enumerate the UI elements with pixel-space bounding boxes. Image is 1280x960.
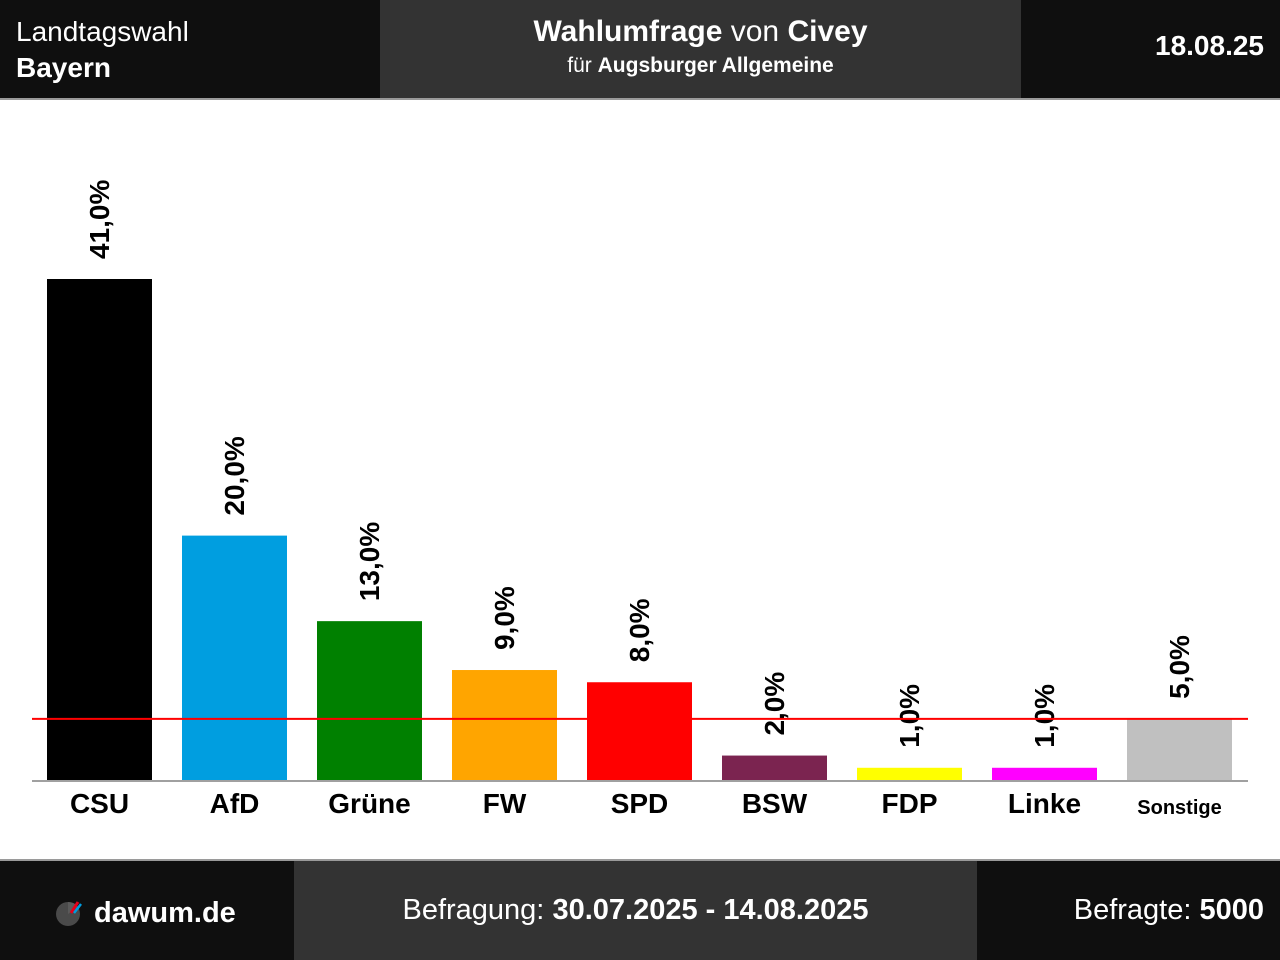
value-label-3: 9,0% xyxy=(489,586,520,650)
value-label-8: 5,0% xyxy=(1164,635,1195,699)
brand-area: dawum.de xyxy=(54,897,236,929)
header-divider xyxy=(0,98,1280,100)
bar-4 xyxy=(587,682,692,780)
election-type: Landtagswahl xyxy=(16,16,189,47)
value-label-7: 1,0% xyxy=(1029,684,1060,748)
category-label-4: SPD xyxy=(611,788,669,819)
category-label-1: AfD xyxy=(210,788,260,819)
election-region: Bayern xyxy=(16,52,111,83)
publication-date: 18.08.25 xyxy=(1155,30,1264,61)
survey-period-info: Befragung: 30.07.2025 - 14.08.2025 xyxy=(294,861,977,960)
institute-name: Civey xyxy=(787,15,868,48)
bar-chart: 41,0% CSU 20,0% AfD 13,0% Grüne 9,0% FW 8,0% SPD 2… xyxy=(0,100,1280,860)
poll-word: Wahlumfrage xyxy=(533,15,723,48)
bar-0 xyxy=(47,279,152,780)
footer-divider xyxy=(0,859,1280,861)
dawum-logo-icon xyxy=(56,901,82,926)
respondents-label: Befragte: xyxy=(1073,894,1192,926)
value-label-2: 13,0% xyxy=(354,522,385,601)
value-label-0: 41,0% xyxy=(84,180,115,259)
category-label-0: CSU xyxy=(70,788,129,819)
value-label-5: 2,0% xyxy=(759,672,790,736)
poll-title: Wahlumfrage von Civey xyxy=(380,14,1021,50)
bar-8 xyxy=(1127,718,1232,780)
election-info: Landtagswahl Bayern xyxy=(16,14,189,86)
client-name: Augsburger Allgemeine xyxy=(597,54,834,77)
fuer-word: für xyxy=(567,54,592,77)
category-label-5: BSW xyxy=(742,788,808,819)
footer-bar: dawum.de Befragung: 30.07.2025 - 14.08.2… xyxy=(0,861,1280,960)
bar-6 xyxy=(857,767,962,780)
von-word: von xyxy=(730,15,780,48)
bar-1 xyxy=(182,535,287,780)
value-label-1: 20,0% xyxy=(219,436,250,515)
value-label-4: 8,0% xyxy=(624,598,655,662)
bar-2 xyxy=(317,621,422,780)
brand-name: dawum.de xyxy=(94,896,236,929)
survey-period: 30.07.2025 - 14.08.2025 xyxy=(552,894,869,926)
bar-7 xyxy=(992,767,1097,780)
category-label-3: FW xyxy=(483,788,527,819)
category-label-6: FDP xyxy=(882,788,938,819)
category-label-2: Grüne xyxy=(328,788,410,819)
poll-info: Wahlumfrage von Civey für Augsburger All… xyxy=(380,0,1021,98)
bar-chart-svg: 41,0% CSU 20,0% AfD 13,0% Grüne 9,0% FW 8,0% SPD 2… xyxy=(32,180,1248,819)
bar-3 xyxy=(452,670,557,780)
header-bar: Landtagswahl Bayern Wahlumfrage von Cive… xyxy=(0,0,1280,98)
value-label-6: 1,0% xyxy=(894,684,925,748)
category-label-8: Sonstige xyxy=(1137,797,1221,819)
category-label-7: Linke xyxy=(1008,788,1081,819)
survey-label: Befragung: xyxy=(402,894,545,926)
bar-5 xyxy=(722,755,827,780)
respondents-count: 5000 xyxy=(1199,894,1264,926)
respondents-info: Befragte: 5000 xyxy=(1074,861,1264,960)
poll-client: für Augsburger Allgemeine xyxy=(380,52,1021,80)
